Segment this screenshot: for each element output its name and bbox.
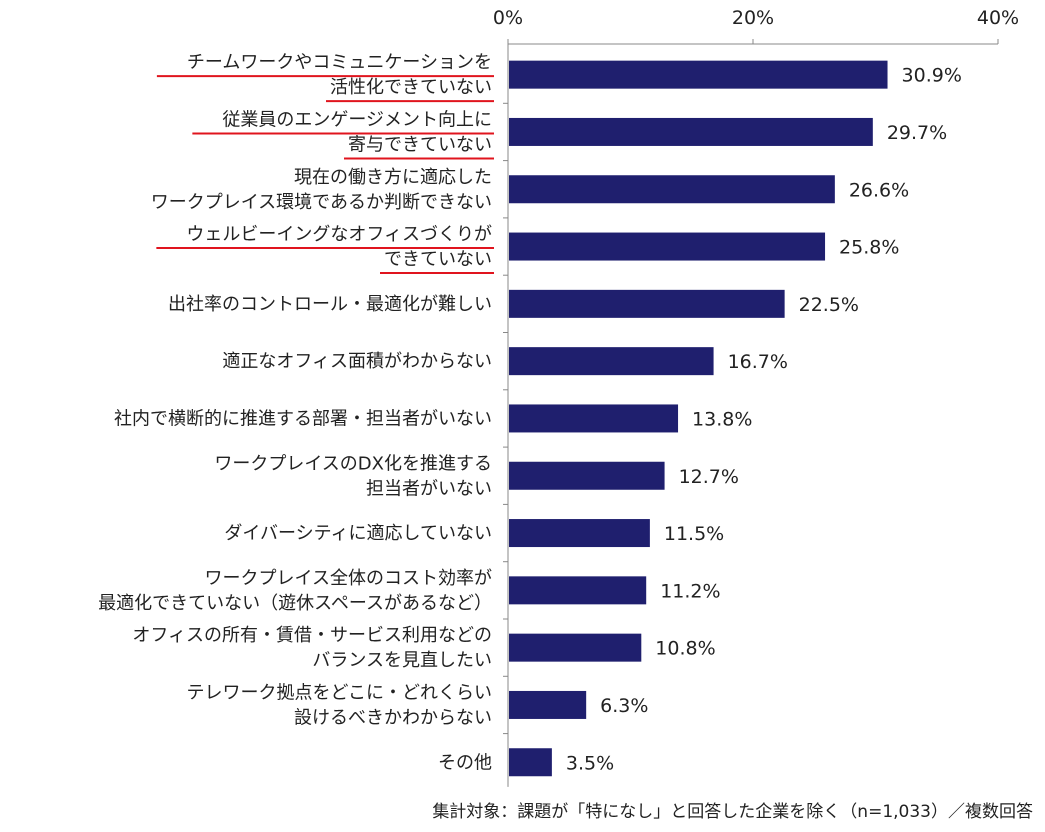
bar-value-label: 11.2% <box>660 580 720 602</box>
category-label: 寄与できていない <box>348 134 492 155</box>
x-tick-label: 0% <box>493 7 523 29</box>
category-label: 最適化できていない（遊休スペースがあるなど） <box>98 593 492 614</box>
bar-value-label: 29.7% <box>887 122 947 144</box>
category-label: 活性化できていない <box>330 77 492 98</box>
bar-value-label: 25.8% <box>839 237 899 259</box>
bar <box>509 576 647 605</box>
bar <box>509 117 873 146</box>
category-label: 適正なオフィス面積がわからない <box>222 351 492 372</box>
bar <box>509 404 679 433</box>
category-label: 従業員のエンゲージメント向上に <box>222 109 492 130</box>
bar-value-label: 12.7% <box>679 466 739 488</box>
category-label: 社内で横断的に推進する部署・担当者がいない <box>114 408 492 429</box>
bar-value-label: 3.5% <box>566 752 614 774</box>
category-label: 現在の働き方に適応した <box>294 167 492 188</box>
bar <box>509 690 587 719</box>
category-label: ワークプレイスのDX化を推進する <box>214 453 492 474</box>
footnote: 集計対象：課題が「特になし」と回答した企業を除く（n=1,033）／複数回答 <box>432 802 1033 822</box>
bar <box>509 175 835 204</box>
bar-value-label: 26.6% <box>849 179 909 201</box>
category-label: バランスを見直したい <box>312 650 492 671</box>
bar <box>509 633 642 662</box>
x-tick-label: 40% <box>977 7 1019 29</box>
category-label: 出社率のコントロール・最適化が難しい <box>168 294 492 315</box>
category-label: ダイバーシティに適応していない <box>224 523 492 544</box>
bar <box>509 232 826 261</box>
bar-value-label: 6.3% <box>600 695 648 717</box>
x-tick-label: 20% <box>732 7 774 29</box>
category-label: オフィスの所有・賃借・サービス利用などの <box>132 625 492 646</box>
bar <box>509 347 714 376</box>
bar <box>509 519 650 548</box>
category-label: 設けるべきかわからない <box>294 707 492 728</box>
bar <box>509 60 888 89</box>
bar-value-label: 16.7% <box>728 351 788 373</box>
category-label: 担当者がいない <box>366 478 492 499</box>
bar <box>509 461 665 490</box>
bar-value-label: 10.8% <box>655 638 715 660</box>
bar <box>509 289 785 318</box>
category-label: その他 <box>438 752 492 773</box>
category-label: チームワークやコミュニケーションを <box>187 52 492 73</box>
bar-value-label: 13.8% <box>692 408 752 430</box>
bar <box>509 748 552 777</box>
category-label: テレワーク拠点をどこに・どれくらい <box>187 682 492 703</box>
bar-value-label: 11.5% <box>664 523 724 545</box>
bar-value-label: 30.9% <box>902 65 962 87</box>
category-label: できていない <box>384 249 492 270</box>
category-label: ウェルビーイングなオフィスづくりが <box>186 224 492 245</box>
category-label: ワークプレイス環境であるか判断できない <box>151 192 492 213</box>
bar-value-label: 22.5% <box>799 294 859 316</box>
category-label: ワークプレイス全体のコスト効率が <box>205 568 492 589</box>
